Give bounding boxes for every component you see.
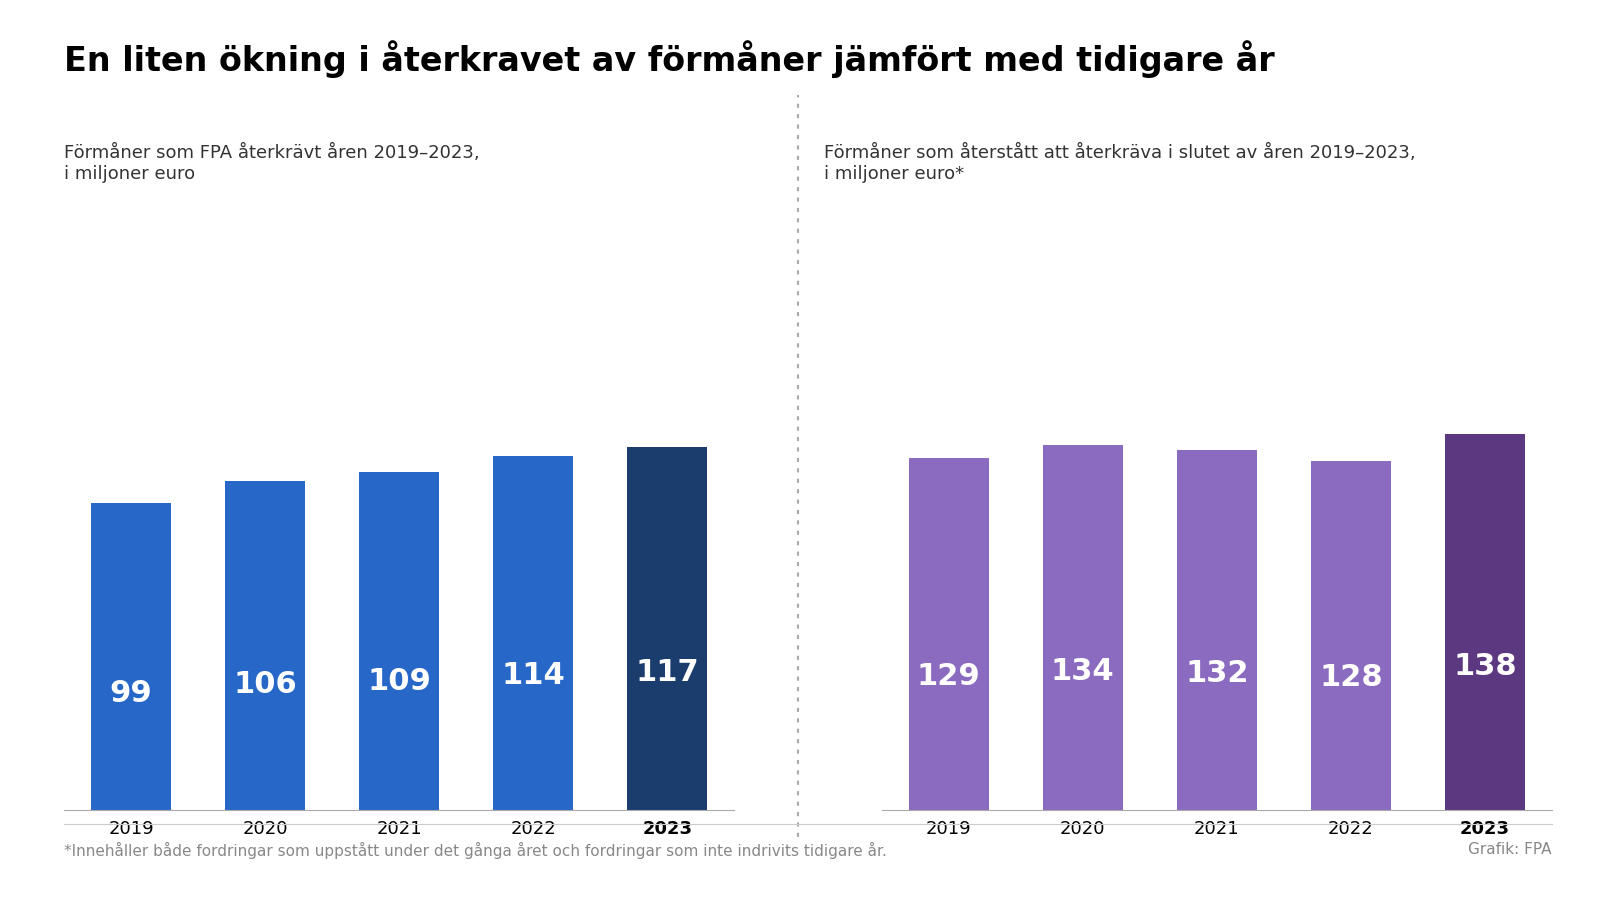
- Text: 106: 106: [234, 670, 298, 699]
- Text: 129: 129: [917, 662, 981, 691]
- Bar: [1176, 450, 1258, 810]
- Text: 128: 128: [1318, 662, 1382, 692]
- Text: *Innehåller både fordringar som uppstått under det gånga året och fordringar som: *Innehåller både fordringar som uppstått…: [64, 842, 886, 859]
- Text: Förmåner som återstått att återkräva i slutet av åren 2019–2023,
i miljoner euro: Förmåner som återstått att återkräva i s…: [824, 144, 1416, 183]
- Text: 117: 117: [635, 658, 699, 687]
- Bar: [909, 458, 989, 810]
- Text: Förmåner som FPA återkrävt åren 2019–2023,
i miljoner euro: Förmåner som FPA återkrävt åren 2019–202…: [64, 144, 480, 183]
- Bar: [226, 481, 306, 810]
- Bar: [1445, 434, 1525, 810]
- Text: Grafik: FPA: Grafik: FPA: [1469, 842, 1552, 857]
- Bar: [91, 503, 171, 810]
- Text: 99: 99: [110, 679, 152, 707]
- Text: 109: 109: [366, 667, 430, 696]
- Text: En liten ökning i återkravet av förmåner jämfört med tidigare år: En liten ökning i återkravet av förmåner…: [64, 40, 1275, 78]
- Text: 134: 134: [1051, 657, 1115, 686]
- Bar: [493, 456, 573, 810]
- Bar: [627, 447, 707, 810]
- Bar: [1310, 461, 1390, 810]
- Bar: [1043, 445, 1123, 810]
- Bar: [358, 472, 440, 810]
- Text: 138: 138: [1453, 652, 1517, 681]
- Text: 132: 132: [1186, 659, 1248, 688]
- Text: 114: 114: [501, 662, 565, 690]
